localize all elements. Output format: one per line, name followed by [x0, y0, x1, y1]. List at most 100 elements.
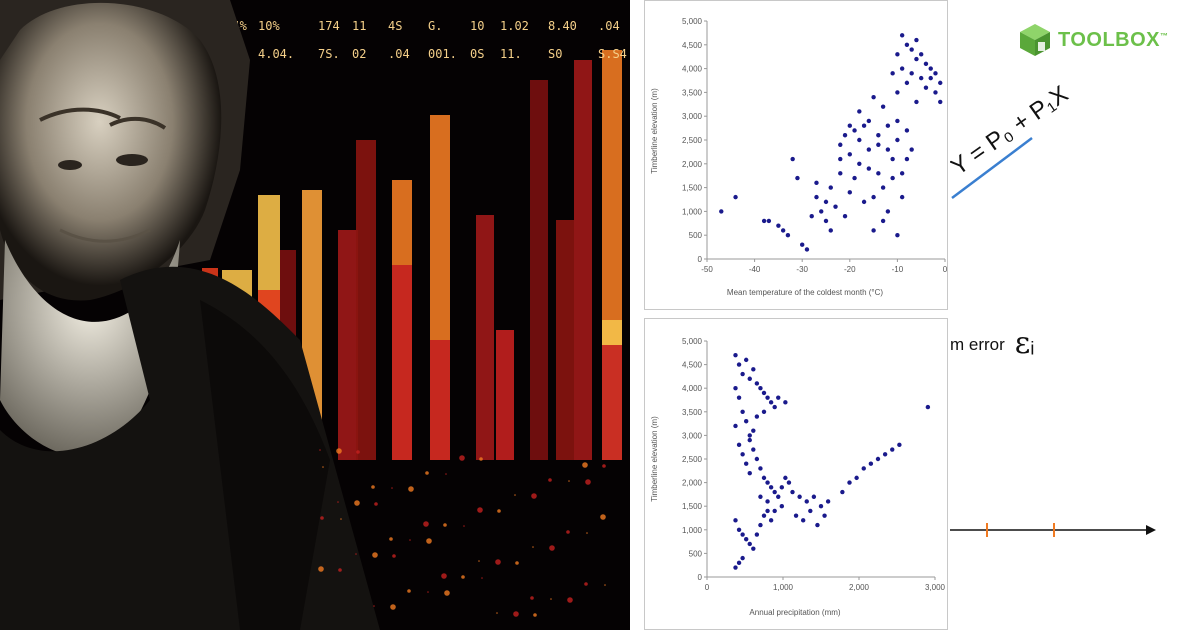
art-number: 11.	[500, 47, 522, 61]
scatter-point	[876, 142, 881, 147]
scatter-point	[733, 194, 738, 200]
spark-dot	[445, 473, 447, 475]
scatter-point	[815, 522, 820, 528]
y-tick-label: 5,000	[682, 17, 703, 26]
x-tick-label: 1,000	[773, 583, 794, 592]
y-tick-label: 5,000	[682, 337, 703, 346]
scatter-point	[919, 52, 924, 57]
spark-dot	[604, 584, 606, 586]
scatter-point	[819, 209, 824, 214]
glow-bar	[476, 215, 494, 460]
cube-icon	[1020, 24, 1050, 56]
scatter-point	[866, 147, 872, 152]
scatter-point	[814, 180, 819, 186]
scatter-point	[804, 247, 810, 252]
scatter-point	[772, 489, 777, 495]
x-axis-label: Mean temperature of the coldest month (°…	[727, 288, 883, 297]
spark-dot	[461, 575, 465, 579]
scatter-point	[808, 508, 813, 514]
y-axis-label: Timberline elevation (m)	[650, 88, 659, 174]
spark-dot	[496, 612, 498, 614]
scatter-point	[868, 461, 874, 466]
scatter-point	[847, 152, 852, 157]
spark-dots	[318, 448, 606, 617]
scatter-point	[938, 99, 943, 105]
art-number: 8.40	[548, 19, 577, 33]
scatter-point	[854, 475, 859, 481]
spark-dot	[427, 591, 429, 593]
x-tick-label: 3,000	[925, 583, 946, 592]
scatter-point	[740, 452, 745, 457]
scatter-point	[766, 218, 772, 224]
spark-dot	[602, 464, 606, 468]
y-tick-label: 4,000	[682, 65, 703, 74]
scatter-point	[933, 71, 938, 76]
scatter-point	[885, 209, 891, 214]
scatter-point	[740, 532, 745, 537]
art-number: 174	[318, 19, 340, 33]
scatter-point	[754, 456, 760, 462]
spark-dot	[320, 516, 324, 520]
scatter-point	[733, 423, 738, 429]
scatter-point	[776, 395, 781, 400]
spark-dot	[586, 532, 588, 534]
art-number: 02	[352, 47, 366, 61]
scatter-point	[747, 437, 752, 443]
y-tick-label: 4,500	[682, 41, 703, 50]
regression-equation: Y = P₀ + P₁X	[950, 81, 1073, 199]
y-tick-label: 4,500	[682, 361, 703, 370]
spark-dot	[322, 466, 324, 468]
art-number: 001.	[428, 47, 457, 61]
illustration-svg: 043.4%10%174114SG.101.028.40.0404.051.4.…	[0, 0, 627, 630]
spark-dot	[531, 493, 537, 499]
portrait	[0, 0, 380, 630]
error-term-label: m error εi	[950, 326, 1034, 361]
y-tick-label: 1,500	[682, 502, 703, 511]
spark-dot	[478, 560, 480, 562]
spark-dot	[514, 494, 516, 496]
spark-dot	[390, 604, 396, 610]
x-tick-label: -50	[701, 265, 713, 274]
scatter-point	[818, 504, 824, 509]
x-tick-label: -30	[796, 265, 808, 274]
scatter-point	[885, 123, 891, 128]
spark-dot	[392, 554, 396, 558]
scatter-point	[795, 175, 800, 181]
scatter-point	[885, 147, 891, 152]
x-tick-label: -20	[844, 265, 856, 274]
scatter-point	[938, 80, 943, 86]
y-tick-label: 2,500	[682, 455, 703, 464]
spark-dot	[567, 597, 573, 603]
glow-bar	[530, 80, 548, 460]
glow-bar	[430, 340, 450, 460]
toolbox-logo[interactable]: TOOLBOX™	[1018, 20, 1169, 60]
scatter-point	[890, 156, 895, 162]
glow-bar	[556, 220, 574, 460]
scatter-point	[909, 47, 914, 52]
y-tick-label: 4,000	[682, 384, 703, 393]
scatter-point	[804, 499, 809, 504]
scatter-point	[852, 175, 857, 181]
y-axis-label: Timberline elevation (m)	[650, 416, 659, 502]
spark-dot	[582, 462, 588, 468]
scatter-point	[880, 104, 886, 109]
spark-dot	[566, 530, 570, 534]
scatter-point	[925, 404, 931, 410]
scatter-point	[761, 390, 767, 396]
scatter-point	[736, 362, 742, 367]
art-number: .04	[388, 47, 410, 61]
scatter-point	[743, 419, 749, 424]
scatter-point	[904, 128, 910, 133]
scatter-point	[876, 171, 881, 176]
glow-bar	[602, 345, 622, 460]
scatter-point	[861, 466, 866, 471]
scatter-point	[747, 376, 752, 381]
scatter-chart-precipitation: 0 500 1,000 1,500 2,000 2,500 3,000 3,500 4,000 4…	[650, 337, 946, 617]
scatter-point	[847, 123, 852, 128]
scatter-point	[895, 137, 900, 143]
scatter-point	[754, 381, 760, 386]
scatter-point	[928, 75, 933, 81]
y-tick-label: 500	[689, 549, 703, 558]
scatter-point	[833, 204, 838, 209]
scatter-point	[914, 99, 919, 105]
